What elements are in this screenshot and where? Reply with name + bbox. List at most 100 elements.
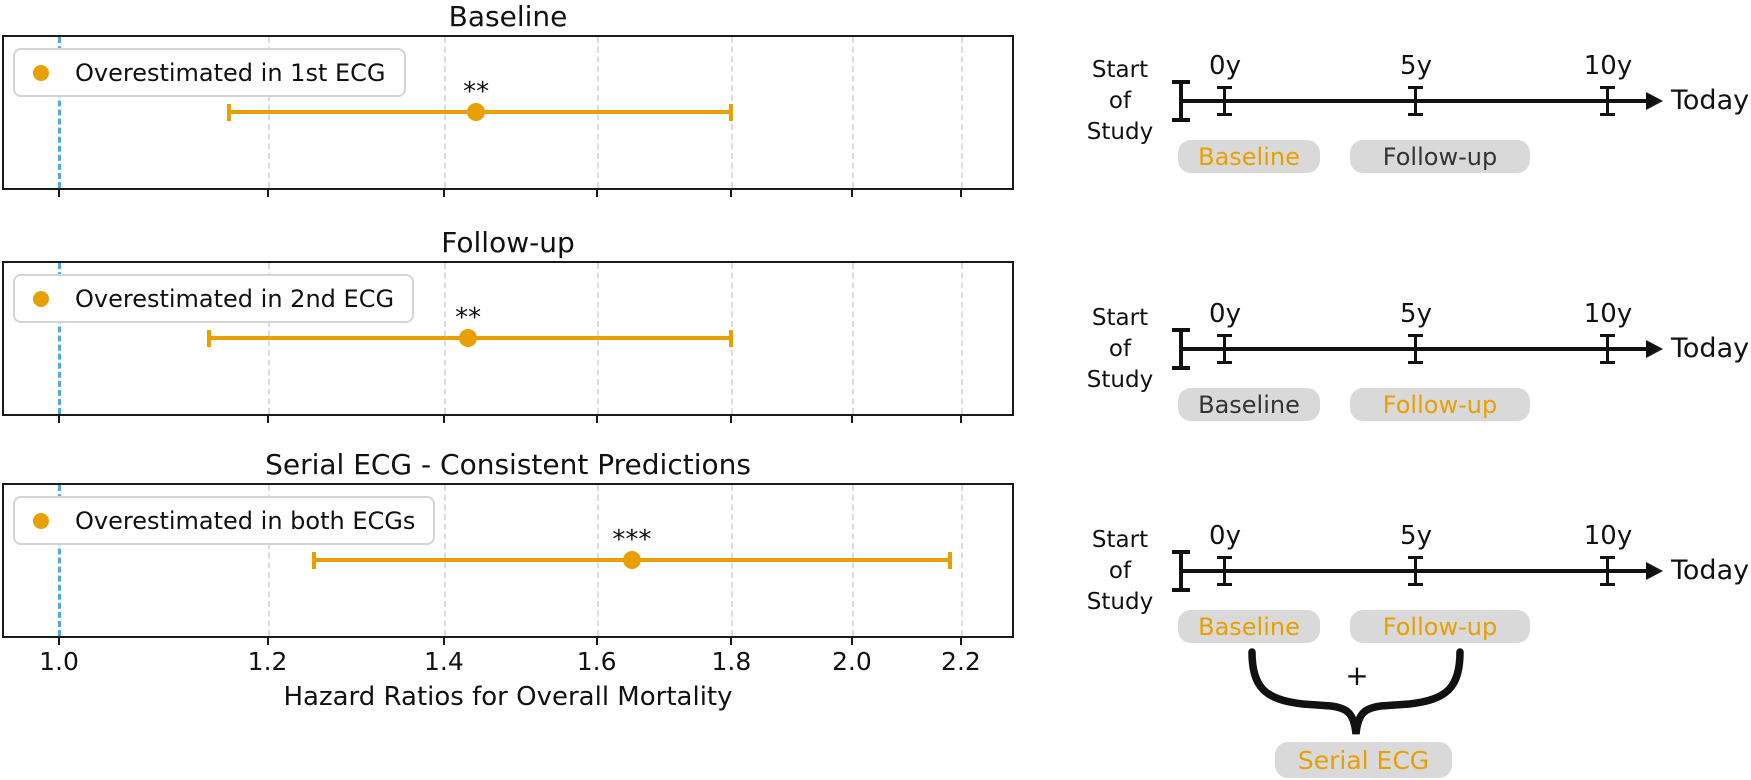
- ci-cap-high: [729, 104, 734, 121]
- timeline-line: [1181, 569, 1646, 573]
- x-axis-label: Hazard Ratios for Overall Mortality: [283, 682, 733, 712]
- timeline-line: [1181, 347, 1646, 351]
- year-tick: [1606, 334, 1609, 364]
- today-label: Today: [1671, 85, 1750, 116]
- ci-cap-high: [948, 552, 953, 569]
- x-tick-label: 1.8: [711, 647, 752, 676]
- start-of-study-line: of: [1108, 88, 1132, 114]
- start-of-study-label: Start of Study: [1065, 55, 1175, 148]
- timeline-badge: Baseline: [1178, 140, 1320, 173]
- year-tick-cap: [1600, 361, 1615, 364]
- hazard-ratio-point: [622, 551, 641, 569]
- year-tick: [1606, 86, 1609, 116]
- legend-label: Overestimated in 1st ECG: [75, 58, 386, 87]
- gridline: [960, 37, 963, 188]
- curly-brace-icon: [1248, 648, 1464, 735]
- year-tick-label: 0y: [1209, 521, 1241, 551]
- x-tick-label: 1.2: [247, 647, 288, 676]
- x-axis-tick: [850, 190, 853, 197]
- x-axis-tick: [58, 190, 60, 197]
- start-of-study-line: of: [1108, 558, 1132, 584]
- legend-label: Overestimated in 2nd ECG: [75, 284, 395, 313]
- significance-marker: ***: [612, 525, 652, 555]
- year-tick-cap: [1217, 334, 1232, 337]
- start-of-study-line: Study: [1086, 119, 1154, 145]
- year-tick: [1223, 556, 1226, 586]
- start-tick: [1179, 550, 1183, 592]
- today-label: Today: [1671, 333, 1750, 364]
- year-tick: [1414, 86, 1417, 116]
- year-tick-label: 10y: [1583, 299, 1633, 329]
- x-axis-tick: [595, 190, 598, 197]
- legend-marker-dot: [33, 64, 49, 81]
- reference-line: [58, 37, 61, 188]
- year-tick-cap: [1408, 113, 1423, 116]
- timeline-badge: Baseline: [1178, 610, 1320, 643]
- start-of-study-line: of: [1108, 336, 1132, 362]
- panel-title: Follow-up: [441, 226, 575, 259]
- year-tick: [1414, 556, 1417, 586]
- forest-panel: Overestimated in 2nd ECG **: [2, 261, 1014, 416]
- start-of-study-line: Start: [1091, 527, 1149, 553]
- gridline: [851, 37, 854, 188]
- year-tick-label: 5y: [1400, 299, 1432, 329]
- year-tick-cap: [1217, 361, 1232, 364]
- forest-panel: Overestimated in 1st ECG **: [2, 35, 1014, 190]
- gridline: [851, 263, 854, 414]
- start-tick-cap: [1172, 366, 1190, 370]
- year-tick-label: 0y: [1209, 299, 1241, 329]
- legend: Overestimated in 1st ECG: [13, 48, 406, 97]
- year-tick: [1223, 334, 1226, 364]
- x-axis-tick: [442, 638, 445, 645]
- x-tick-label: 1.4: [424, 647, 464, 676]
- x-axis-tick: [266, 416, 269, 423]
- start-tick-cap: [1172, 550, 1190, 554]
- year-tick-cap: [1408, 334, 1423, 337]
- year-tick-label: 10y: [1583, 51, 1633, 81]
- x-axis-tick: [58, 416, 60, 423]
- legend-label: Overestimated in both ECGs: [75, 506, 416, 535]
- year-tick-cap: [1600, 113, 1615, 116]
- year-tick-label: 10y: [1583, 521, 1633, 551]
- x-axis-tick: [959, 416, 962, 423]
- x-tick-label: 2.0: [832, 647, 872, 676]
- x-tick-label: 2.2: [941, 647, 981, 676]
- legend-marker-dot: [33, 290, 49, 307]
- timeline-badge: Follow-up: [1350, 388, 1530, 421]
- x-axis-tick: [442, 190, 445, 197]
- year-tick-label: 5y: [1400, 521, 1432, 551]
- year-tick-cap: [1408, 361, 1423, 364]
- significance-marker: **: [455, 303, 482, 333]
- x-axis-tick: [730, 416, 733, 423]
- x-axis-tick: [850, 416, 853, 423]
- ci-cap-high: [729, 330, 734, 347]
- gridline: [960, 263, 963, 414]
- timeline-badge: Follow-up: [1350, 610, 1530, 643]
- year-tick-cap: [1600, 86, 1615, 89]
- x-tick-label: 1.6: [576, 647, 617, 676]
- gridline: [960, 485, 963, 636]
- reference-line: [58, 263, 61, 414]
- start-of-study-label: Start of Study: [1065, 525, 1175, 618]
- significance-marker: **: [463, 77, 490, 107]
- x-tick-label: 1.0: [39, 647, 79, 676]
- x-axis-tick: [595, 638, 598, 645]
- gridline: [267, 485, 270, 636]
- ci-cap-low: [206, 330, 211, 347]
- arrowhead-icon: [1646, 562, 1663, 580]
- x-axis-tick: [730, 638, 733, 645]
- start-tick-cap: [1172, 328, 1190, 332]
- ci-cap-low: [226, 104, 231, 121]
- year-tick-cap: [1217, 113, 1232, 116]
- year-tick-label: 0y: [1209, 51, 1241, 81]
- panel-title: Serial ECG - Consistent Predictions: [265, 448, 751, 481]
- start-tick-cap: [1172, 118, 1190, 122]
- today-label: Today: [1671, 555, 1750, 586]
- timeline-line: [1181, 99, 1646, 103]
- year-tick-cap: [1408, 583, 1423, 586]
- start-of-study-line: Study: [1086, 589, 1154, 615]
- start-tick: [1179, 328, 1183, 370]
- legend: Overestimated in both ECGs: [13, 496, 436, 545]
- start-tick-cap: [1172, 80, 1190, 84]
- year-tick-cap: [1217, 583, 1232, 586]
